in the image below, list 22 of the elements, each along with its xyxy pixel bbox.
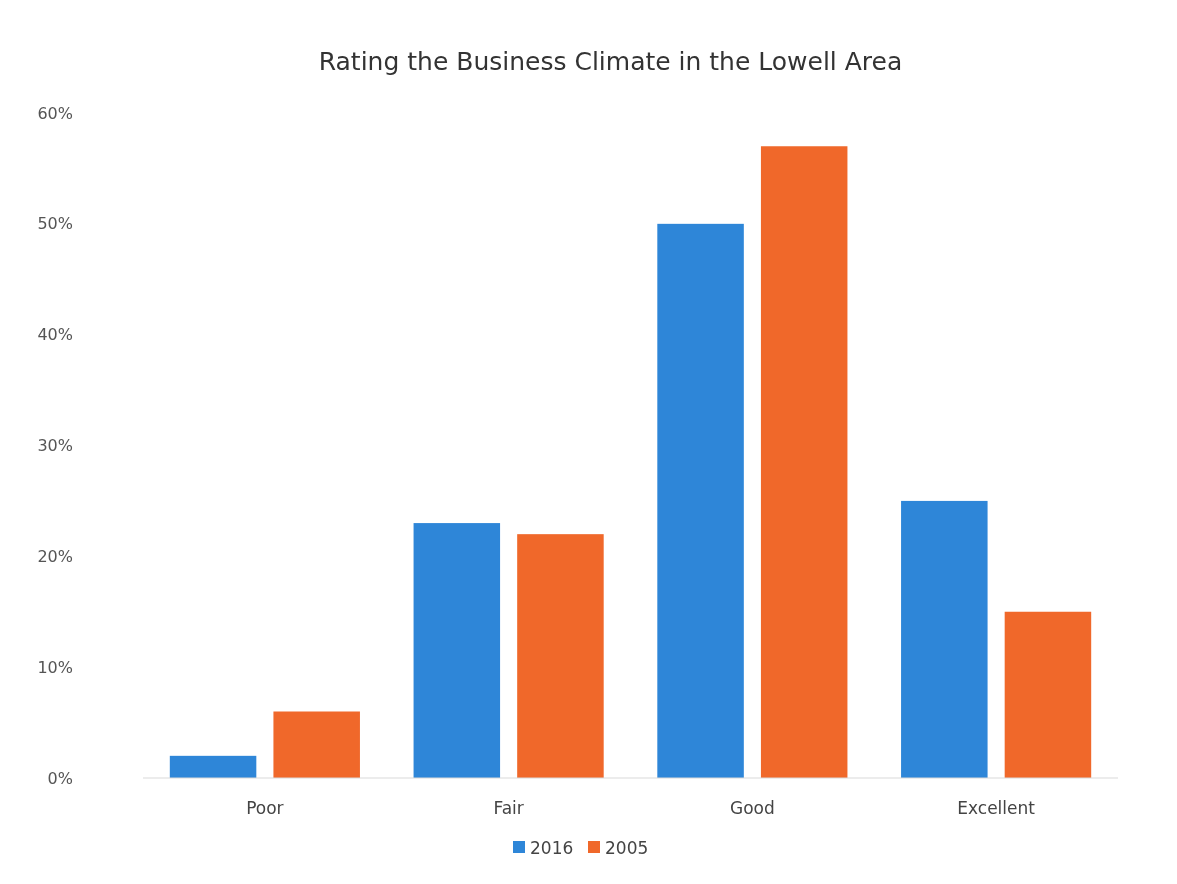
bar [901,500,988,778]
bar [273,711,360,778]
bar [760,146,848,778]
x-tick-label: Fair [493,798,524,818]
y-tick-label: 50% [37,214,73,234]
y-tick-label: 30% [37,436,73,456]
chart-title: Rating the Business Climate in the Lowell Area [318,47,903,76]
y-tick-label: 40% [37,325,73,345]
y-tick-label: 0% [47,768,73,788]
x-tick-label: Good [729,798,775,818]
bar [517,534,604,778]
bar [413,523,501,778]
legend-label: 2016 [530,837,574,858]
x-tick-label: Poor [246,798,284,818]
bar [169,755,257,778]
y-tick-label: 20% [37,546,73,566]
bar [657,223,744,778]
x-tick-label: Excellent [957,798,1036,818]
y-tick-label: 60% [37,103,73,123]
legend-label: 2005 [605,837,649,858]
bar [1004,611,1092,778]
y-tick-label: 10% [37,657,73,677]
